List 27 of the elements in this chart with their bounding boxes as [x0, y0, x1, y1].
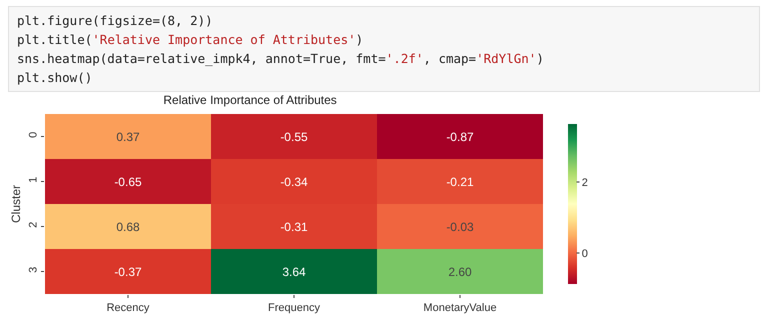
data-label: -0.03 — [446, 220, 474, 234]
y-tick-label: 3 — [28, 266, 40, 273]
data-label: -0.21 — [446, 175, 474, 190]
chart-title: Relative Importance of Attributes — [163, 93, 337, 107]
x-tick-label: Recency — [106, 302, 150, 314]
color-bar-label: 2 — [582, 177, 588, 190]
text: plt.figure(figsize=(8, 2)) — [17, 13, 213, 28]
y-tick-label: 2 — [28, 222, 40, 228]
data-label: -0.37 — [114, 265, 142, 280]
data-label: -0.31 — [280, 220, 308, 234]
data-label: 3.64 — [282, 265, 306, 280]
y-tick-label: 0 — [28, 132, 40, 138]
text: plt.show() — [17, 70, 92, 85]
data-label: 0.68 — [116, 220, 140, 234]
data-label: 0.37 — [116, 130, 140, 144]
data-label: -0.87 — [446, 130, 474, 144]
y-axis-title: Cluster — [8, 184, 23, 224]
data-label: -0.55 — [280, 130, 308, 144]
data-label: 2.60 — [448, 265, 472, 280]
y-tick-label: 1 — [28, 176, 40, 183]
data-label: -0.65 — [114, 175, 142, 190]
color-bar-label: 0 — [582, 248, 588, 260]
x-tick-label: Frequency — [268, 302, 320, 314]
data-label: -0.34 — [280, 175, 308, 190]
text: sns.heatmap(data=relative_impk4, annot=True, fmt='.2f', cmap='RdYlGn') — [17, 51, 544, 66]
x-tick-label: MonetaryValue — [423, 302, 497, 314]
text: plt.title('Relative Importance of Attributes') — [17, 32, 364, 47]
